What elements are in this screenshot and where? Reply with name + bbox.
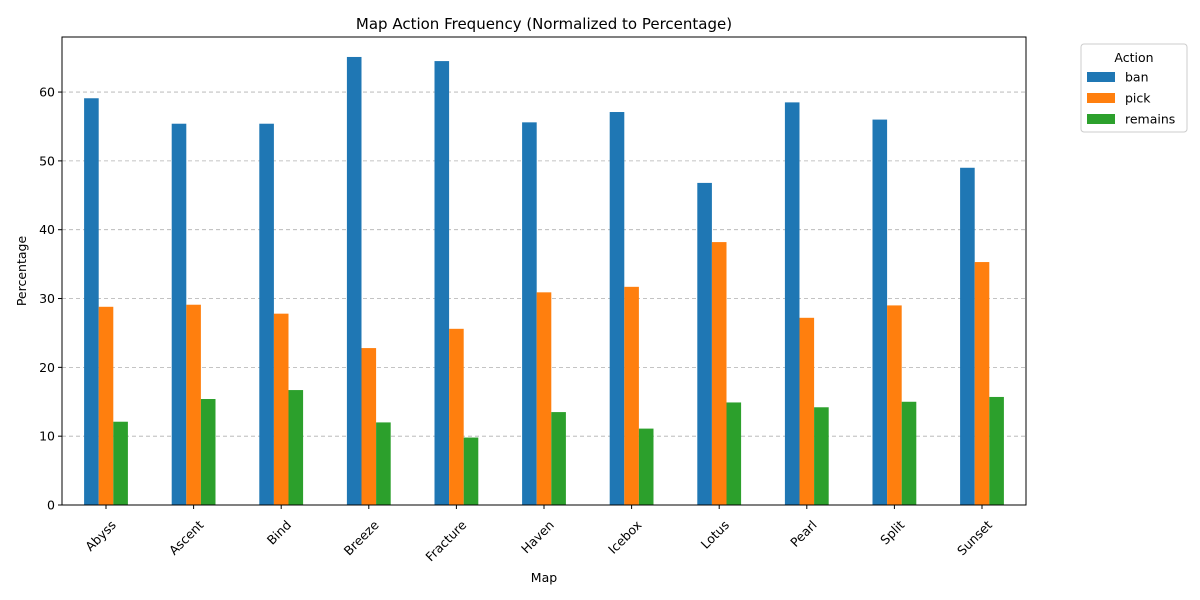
legend-swatch-remains bbox=[1087, 114, 1115, 124]
bar-ban bbox=[872, 119, 888, 506]
bar-remains bbox=[989, 396, 1004, 505]
bar-pick bbox=[186, 304, 201, 505]
bar-remains bbox=[113, 421, 128, 505]
x-tick-label: Breeze bbox=[341, 517, 382, 558]
bar-ban bbox=[346, 56, 362, 505]
bar-remains bbox=[726, 402, 742, 505]
bar-pick bbox=[887, 305, 902, 505]
y-tick-label: 50 bbox=[39, 153, 55, 168]
bar-remains bbox=[551, 412, 566, 505]
bar-pick bbox=[799, 317, 815, 505]
y-tick-label: 10 bbox=[39, 429, 55, 444]
y-tick-label: 40 bbox=[39, 222, 55, 237]
legend-label-pick: pick bbox=[1125, 91, 1151, 106]
x-tick-label: Icebox bbox=[605, 517, 644, 556]
x-tick-label: Lotus bbox=[698, 517, 732, 551]
chart-title: Map Action Frequency (Normalized to Perc… bbox=[356, 15, 732, 33]
bar-pick bbox=[98, 306, 114, 505]
bar-ban bbox=[259, 123, 274, 505]
bar-remains bbox=[463, 437, 479, 505]
bar-pick bbox=[449, 328, 464, 505]
x-axis: Abyss Ascent Bind Breeze Fracture Haven Icebox… bbox=[82, 505, 995, 564]
legend-label-ban: ban bbox=[1125, 70, 1149, 85]
bar-remains bbox=[814, 407, 829, 505]
y-axis-label: Percentage bbox=[14, 236, 29, 307]
bar-ban bbox=[609, 112, 625, 506]
bar-ban bbox=[697, 182, 712, 505]
legend: Action ban pick remains bbox=[1080, 43, 1188, 133]
x-axis-label: Map bbox=[531, 570, 557, 585]
y-axis: 0 10 20 30 40 50 60 bbox=[39, 85, 62, 513]
bar-ban bbox=[522, 122, 537, 505]
bars bbox=[84, 56, 1004, 506]
y-tick-label: 0 bbox=[47, 498, 55, 513]
y-tick-label: 30 bbox=[39, 291, 55, 306]
y-tick-label: 20 bbox=[39, 360, 55, 375]
legend-label-remains: remains bbox=[1125, 112, 1175, 127]
x-tick-label: Bind bbox=[264, 517, 294, 547]
legend-swatch-pick bbox=[1087, 93, 1115, 103]
bar-pick bbox=[361, 348, 377, 505]
legend-box bbox=[1080, 43, 1188, 133]
bar-pick bbox=[536, 292, 552, 505]
x-tick-label: Split bbox=[877, 517, 907, 547]
bar-remains bbox=[200, 399, 216, 505]
bar-pick bbox=[273, 313, 289, 505]
x-tick-label: Haven bbox=[518, 517, 557, 556]
bar-ban bbox=[960, 167, 975, 505]
legend-swatch-ban bbox=[1087, 72, 1115, 82]
bar-pick bbox=[711, 242, 727, 505]
x-tick-label: Sunset bbox=[954, 517, 995, 558]
bar-ban bbox=[784, 102, 800, 505]
legend-title: Action bbox=[1114, 50, 1153, 65]
bar-pick bbox=[974, 262, 990, 505]
bar-pick bbox=[624, 286, 639, 505]
x-tick-label: Fracture bbox=[422, 517, 469, 564]
x-tick-label: Ascent bbox=[166, 517, 207, 558]
bar-remains bbox=[288, 390, 304, 505]
bar-remains bbox=[638, 428, 654, 505]
bar-ban bbox=[84, 98, 99, 506]
bar-remains bbox=[901, 401, 917, 505]
bar-remains bbox=[376, 422, 391, 505]
x-tick-label: Abyss bbox=[82, 517, 119, 554]
x-tick-label: Pearl bbox=[787, 517, 820, 550]
y-tick-label: 60 bbox=[39, 85, 55, 100]
bar-ban bbox=[434, 61, 450, 506]
bar-ban bbox=[171, 123, 187, 505]
